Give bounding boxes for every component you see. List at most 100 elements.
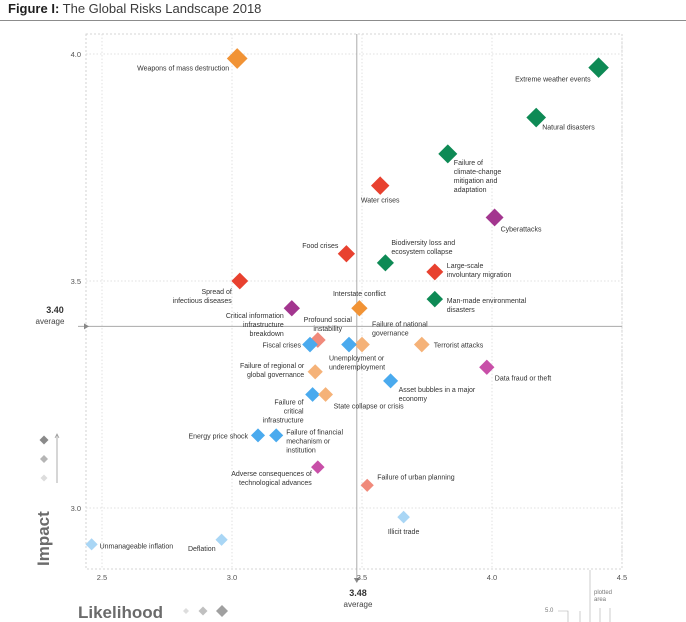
- risk-label-line: instability: [313, 326, 342, 333]
- risk-label: Failure of urban planning: [377, 474, 455, 481]
- x-tick-label: 3.0: [227, 573, 237, 582]
- risk-label: Unemployment or underemployment: [329, 356, 385, 372]
- risk-label-line: Unemployment or: [329, 356, 385, 363]
- risk-label-line: Failure of: [274, 400, 303, 407]
- risk-point-marker: [250, 428, 266, 443]
- risk-label-line: Failure of national: [372, 322, 428, 329]
- risk-point-marker: [426, 263, 444, 281]
- risk-point-marker: [305, 387, 320, 402]
- risk-point-marker: [354, 336, 370, 353]
- risk-label: Cyberattacks: [501, 226, 542, 233]
- risk-label-line: Interstate conflict: [333, 291, 386, 298]
- risk-label: Asset bubbles in a major economy: [399, 387, 476, 403]
- risk-label: Failure of financial mechanism or institut…: [286, 429, 343, 454]
- plot-frame: [85, 33, 623, 570]
- risk-label-line: economy: [399, 396, 428, 403]
- risk-label: Failure of regional or global governance: [240, 363, 305, 379]
- figure-title: Figure I: The Global Risks Landscape 201…: [8, 1, 261, 16]
- risk-point-marker: [85, 538, 98, 551]
- x-average-marker: [353, 578, 360, 583]
- risk-point-marker: [215, 533, 228, 546]
- x-tick-label: 2.5: [97, 573, 107, 582]
- risk-label-line: Failure of: [454, 160, 483, 167]
- impact-scale-diamond: [40, 455, 48, 463]
- risk-label-line: State collapse or crisis: [334, 404, 405, 411]
- risk-label-line: Deflation: [188, 546, 216, 553]
- risk-label-line: Failure of regional or: [240, 363, 305, 370]
- risk-label-line: Extreme weather events: [515, 77, 591, 84]
- risk-point-marker: [341, 336, 357, 353]
- risk-label: Man-made environmental disasters: [447, 298, 527, 314]
- risk-label-line: Failure of urban planning: [377, 474, 455, 481]
- corner-scale-bracket: [558, 610, 569, 622]
- x-tick-label: 4.0: [487, 573, 497, 582]
- risk-label: Interstate conflict: [333, 291, 386, 298]
- risk-label: Natural disasters: [542, 125, 595, 132]
- risk-label-line: underemployment: [329, 365, 385, 372]
- risk-point-marker: [526, 107, 547, 128]
- risk-point-marker: [231, 272, 249, 290]
- risk-label: Illicit trade: [388, 529, 420, 536]
- risk-label-line: Asset bubbles in a major: [399, 387, 476, 394]
- risk-label-line: Illicit trade: [388, 529, 420, 536]
- risk-label-line: involuntary migration: [447, 272, 512, 279]
- risk-label: Failure of national governance: [372, 322, 428, 338]
- risk-label-line: infectious diseases: [173, 298, 233, 305]
- figure-header: Figure I: The Global Risks Landscape 201…: [0, 0, 686, 21]
- y-average-label: average: [36, 317, 65, 326]
- risk-point-marker: [376, 254, 394, 272]
- risk-label: Water crises: [361, 198, 400, 205]
- risk-label-line: Failure of financial: [286, 429, 343, 436]
- risk-label-line: mitigation and: [454, 178, 498, 185]
- risk-label-line: infrastructure: [263, 418, 304, 425]
- risk-label: Energy price shock: [188, 433, 248, 440]
- gridlines: [86, 34, 623, 569]
- risk-point-marker: [397, 510, 410, 524]
- risk-label-line: Critical information: [226, 313, 284, 320]
- y-tick-label: 3.5: [71, 277, 81, 286]
- risk-label-line: Weapons of mass destruction: [137, 66, 229, 73]
- risk-label-line: Food crises: [302, 243, 339, 250]
- risk-label: Extreme weather events: [515, 77, 591, 84]
- x-average-label: average: [344, 600, 373, 609]
- x-tick-label: 4.5: [617, 573, 627, 582]
- risk-point-marker: [413, 336, 430, 353]
- risk-point-marker: [351, 300, 368, 317]
- risk-label-line: Natural disasters: [542, 125, 595, 132]
- x-axis-title: Likelihood: [78, 603, 163, 622]
- risk-label-line: infrastructure: [243, 322, 284, 329]
- risk-point-marker: [307, 364, 323, 380]
- y-impact-scale-diamonds: [39, 435, 49, 482]
- risk-label-line: ecosystem collapse: [391, 249, 452, 256]
- risk-label-line: Large-scale: [447, 263, 484, 270]
- risk-label-line: governance: [372, 331, 409, 338]
- risk-point-marker: [370, 176, 390, 195]
- risk-label-line: Adverse consequences of: [231, 471, 312, 478]
- impact-scale-diamond: [39, 435, 49, 445]
- risk-label-line: adaptation: [454, 187, 487, 194]
- likelihood-scale-diamond: [183, 608, 189, 614]
- y-axis-title: Impact: [34, 511, 53, 566]
- plotted-area-label: plotted: [594, 590, 612, 596]
- risk-label-line: Terrorist attacks: [434, 343, 484, 350]
- risk-label: Deflation: [188, 546, 216, 553]
- risk-point-marker: [226, 48, 248, 69]
- risk-label: Unmanageable inflation: [100, 543, 174, 550]
- risk-point-marker: [438, 144, 458, 164]
- risk-label-line: institution: [286, 447, 316, 454]
- risk-point-marker: [302, 336, 318, 353]
- risk-points: [85, 48, 609, 551]
- risk-label-line: Fiscal crises: [262, 343, 301, 350]
- corner-scale-value: 5.0: [545, 608, 554, 614]
- risk-label-line: Profound social: [304, 317, 353, 324]
- risk-label-line: Water crises: [361, 198, 400, 205]
- risk-label: Terrorist attacks: [434, 343, 484, 350]
- risk-label: Critical information infrastructure breakd…: [226, 313, 284, 338]
- risk-label: Adverse consequences of technological adv…: [231, 471, 312, 487]
- x-average-value: 3.48: [349, 588, 367, 598]
- risk-label: Biodiversity loss and ecosystem collapse: [391, 240, 455, 256]
- risk-point-marker: [318, 387, 333, 402]
- risk-label-line: disasters: [447, 307, 476, 314]
- y-average-marker: [84, 323, 89, 330]
